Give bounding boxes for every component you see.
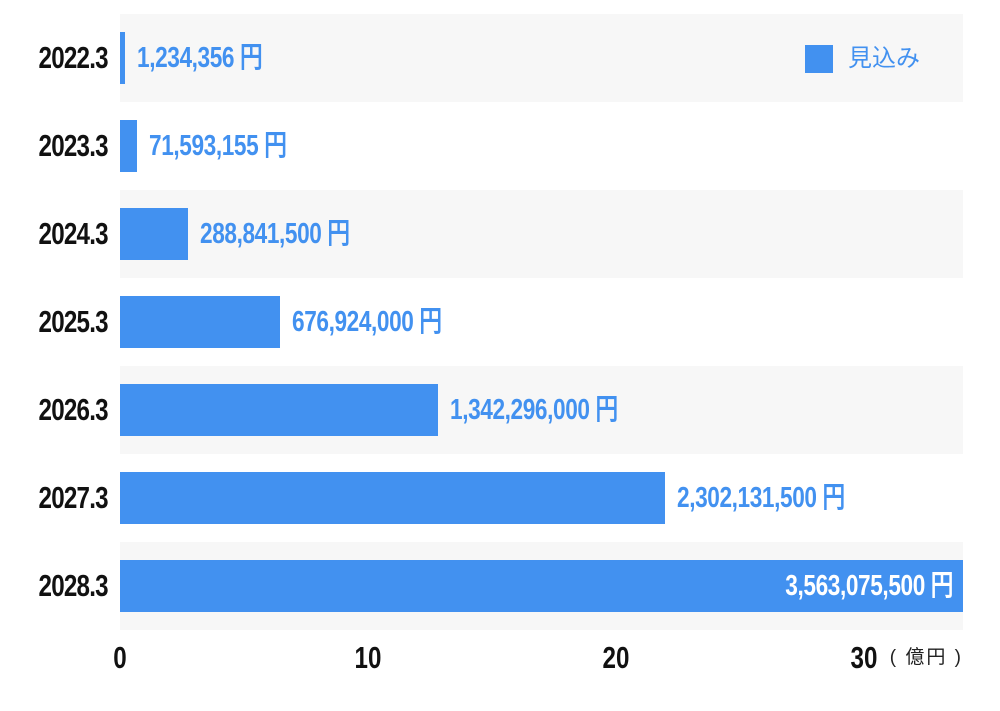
category-label: 2024.3 bbox=[38, 216, 109, 251]
legend-label: 見込み bbox=[848, 45, 920, 72]
x-tick-label: 10 bbox=[354, 640, 382, 675]
bar-2025.3 bbox=[120, 296, 280, 348]
value-label: 288,841,500 円 bbox=[200, 218, 350, 250]
value-label: 1,234,356 円 bbox=[137, 42, 263, 74]
bar-2026.3 bbox=[120, 384, 438, 436]
chart-row: 2026.3 1,342,296,000 円 bbox=[0, 366, 1000, 454]
x-tick-label: 20 bbox=[602, 640, 630, 675]
legend: 見込み bbox=[805, 45, 920, 73]
value-label: 1,342,296,000 円 bbox=[450, 394, 618, 426]
bar-2024.3 bbox=[120, 208, 188, 260]
legend-swatch bbox=[805, 45, 833, 73]
bar-2028.3 bbox=[120, 560, 963, 612]
category-label: 2023.3 bbox=[38, 128, 109, 163]
category-label: 2027.3 bbox=[38, 480, 109, 515]
chart-row: 2023.3 71,593,155 円 bbox=[0, 102, 1000, 190]
category-label: 2028.3 bbox=[38, 568, 109, 603]
chart-row: 2024.3 288,841,500 円 bbox=[0, 190, 1000, 278]
x-axis: ( 億円 ) 0 10 20 30 bbox=[0, 636, 1000, 680]
x-tick-label: 30 bbox=[850, 640, 878, 675]
chart-row: 2027.3 2,302,131,500 円 bbox=[0, 454, 1000, 542]
value-label: 3,563,075,500 円 bbox=[785, 570, 953, 602]
value-label: 2,302,131,500 円 bbox=[677, 482, 845, 514]
x-tick-label: 0 bbox=[113, 640, 127, 675]
bar-2027.3 bbox=[120, 472, 665, 524]
category-label: 2022.3 bbox=[38, 40, 109, 75]
row-stripe-band bbox=[120, 102, 963, 190]
bar-2022.3 bbox=[120, 32, 125, 84]
chart-row: 2025.3 676,924,000 円 bbox=[0, 278, 1000, 366]
category-label: 2025.3 bbox=[38, 304, 109, 339]
bar-2023.3 bbox=[120, 120, 137, 172]
plot-area: 2022.3 1,234,356 円 2023.3 71,593,155 円 2024.… bbox=[0, 14, 1000, 630]
row-stripe-band bbox=[120, 190, 963, 278]
category-label: 2026.3 bbox=[38, 392, 109, 427]
axis-unit-label: ( 億円 ) bbox=[889, 647, 963, 668]
chart-row: 2028.3 3,563,075,500 円 bbox=[0, 542, 1000, 630]
value-label: 71,593,155 円 bbox=[149, 130, 287, 162]
value-label: 676,924,000 円 bbox=[292, 306, 442, 338]
